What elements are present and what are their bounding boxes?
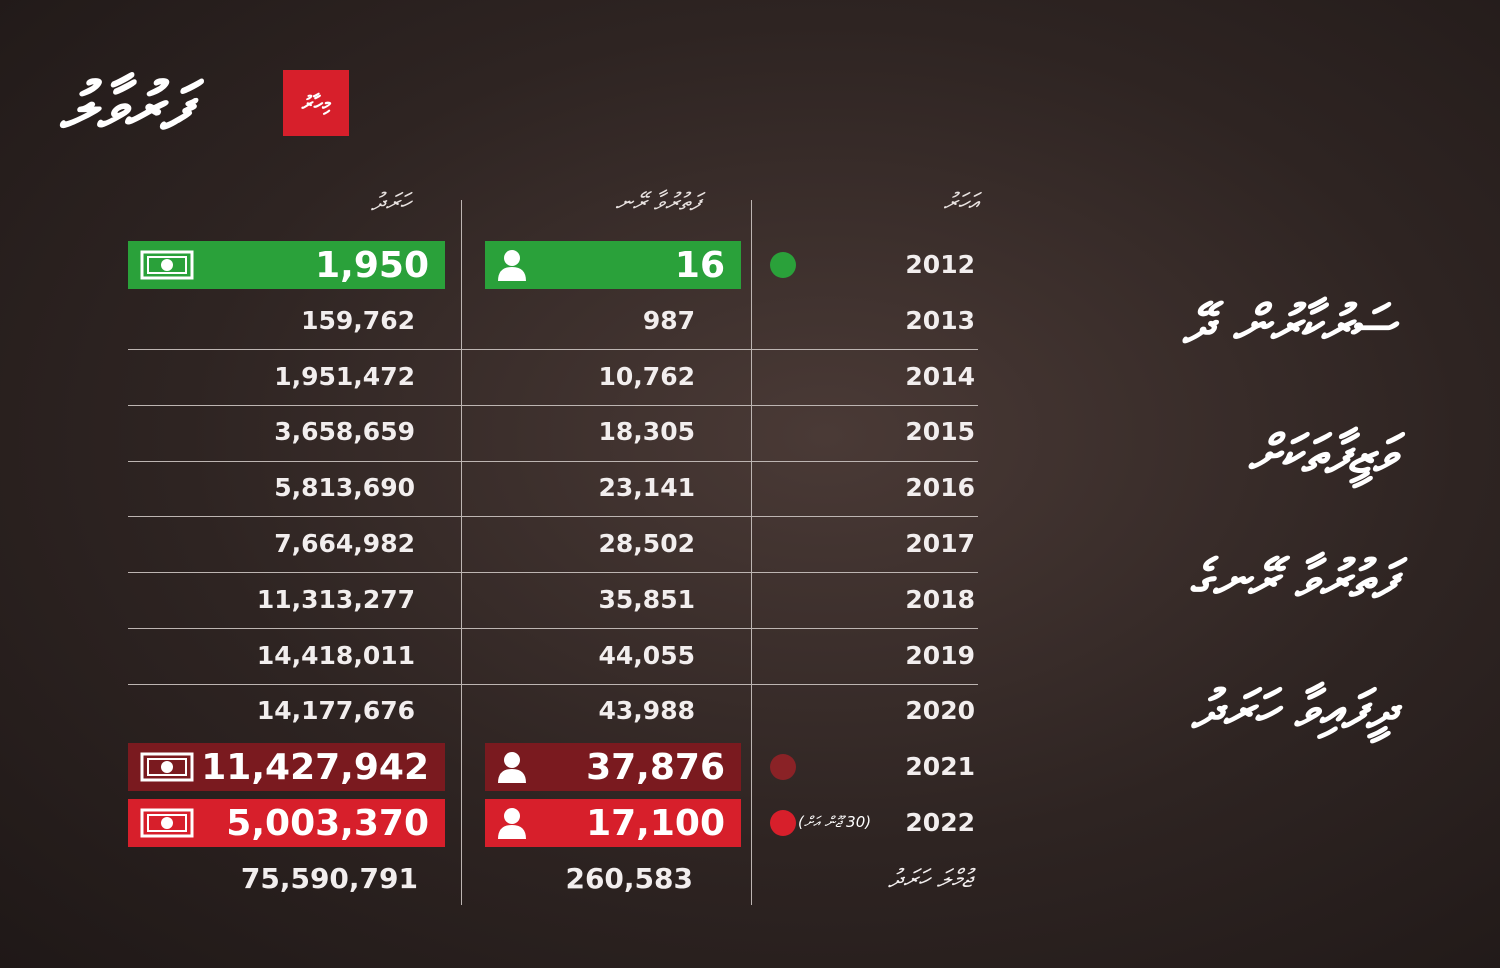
- row-divider: [128, 684, 978, 685]
- year: 2019: [905, 640, 975, 670]
- total-spending: 75,590,791: [240, 861, 418, 895]
- marker: [770, 754, 796, 781]
- title-line: ސަރުކާރުން ދޭ: [1182, 295, 1395, 355]
- badge: މިހާރު: [283, 70, 349, 136]
- spending: 1,951,472: [274, 361, 415, 391]
- tourists: 18,305: [598, 417, 695, 447]
- tourists: 23,141: [598, 473, 695, 503]
- spending: 3,658,659: [274, 417, 415, 447]
- tourists: 44,055: [598, 640, 695, 670]
- logo: ފަރުވާލު: [60, 70, 188, 144]
- year-header: އަހަރު: [943, 188, 978, 216]
- year: 2014: [905, 361, 975, 391]
- note: (30 ޖޫން އަށް): [798, 813, 872, 831]
- spending: 14,418,011: [256, 640, 415, 670]
- tourists-header: ފަތުރުވާ ރޭނ: [615, 188, 700, 216]
- title-line: ވަޒީފާތަކަށް: [1247, 425, 1395, 485]
- year: 2020: [905, 696, 975, 726]
- marker: [770, 810, 796, 836]
- total-tourists: 260,583: [565, 861, 693, 895]
- tourists: 10,762: [598, 361, 695, 391]
- tourists: 35,851: [598, 584, 695, 614]
- column-divider: [461, 200, 462, 905]
- spending-header: ހަރަދު: [370, 188, 410, 216]
- year: 2021: [905, 752, 975, 782]
- row-divider: [128, 628, 978, 629]
- column-divider: [751, 200, 752, 905]
- title-line: ފަތުރުވާ ރޭނގެ: [1189, 550, 1395, 610]
- tourists-box: 37,876: [485, 743, 741, 792]
- tourists: 37,876: [586, 746, 725, 788]
- marker: [770, 252, 796, 278]
- year: 2015: [905, 417, 975, 447]
- spending: 5,003,370: [226, 802, 429, 844]
- spending: 11,427,942: [201, 746, 429, 788]
- tourists: 17,100: [586, 802, 725, 844]
- year: 2013: [905, 305, 975, 335]
- row-divider: [128, 405, 978, 406]
- title-line: ދީފައިވާ ހަރަދު: [1191, 680, 1395, 740]
- total-label: ޖުމްލަ ހަރަދު: [888, 863, 972, 893]
- row-divider: [128, 461, 978, 462]
- spending: 11,313,277: [256, 584, 415, 614]
- tourists-box: 16: [485, 241, 741, 289]
- year: 2016: [905, 473, 975, 503]
- row-divider: [128, 572, 978, 573]
- spending: 7,664,982: [274, 529, 415, 558]
- year: 2017: [905, 529, 975, 558]
- year: 2018: [905, 584, 975, 614]
- spending-box: 1,950: [128, 241, 445, 289]
- row-divider: [128, 516, 978, 517]
- spending: 1,950: [315, 244, 429, 286]
- spending: 159,762: [301, 305, 415, 335]
- spending-box: 11,427,942: [128, 743, 445, 792]
- tourists: 43,988: [598, 696, 695, 726]
- year: 2012: [905, 250, 975, 279]
- year: 2022: [905, 808, 975, 837]
- tourists: 28,502: [598, 529, 695, 558]
- tourists-box: 17,100: [485, 799, 741, 847]
- row-divider: [128, 349, 978, 350]
- spending: 5,813,690: [274, 473, 415, 503]
- tourists: 987: [642, 305, 695, 335]
- spending-box: 5,003,370: [128, 799, 445, 847]
- spending: 14,177,676: [256, 696, 415, 726]
- tourists: 16: [674, 244, 725, 286]
